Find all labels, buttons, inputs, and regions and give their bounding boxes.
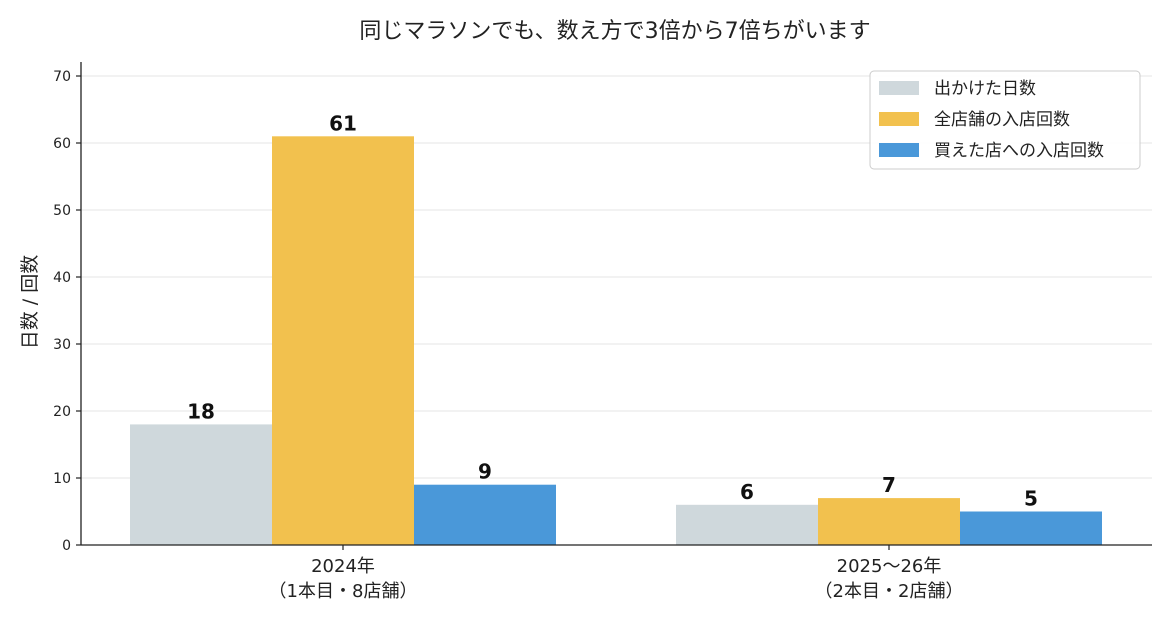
data-label: 18 (187, 399, 215, 423)
x-tick-label: （1本目・8店舗） (269, 581, 418, 602)
legend-swatch (879, 81, 919, 95)
y-ticks: 0 10 20 30 40 50 60 70 (53, 69, 81, 554)
y-tick-label: 10 (53, 471, 71, 487)
y-tick-label: 0 (62, 538, 71, 554)
legend-swatch (879, 143, 919, 157)
y-tick-label: 50 (53, 203, 71, 219)
y-axis-label: 日数 / 回数 (19, 255, 41, 349)
legend-swatch (879, 112, 919, 126)
data-label: 5 (1024, 487, 1038, 511)
x-tick-label: 2024年 (311, 556, 375, 577)
bars (130, 136, 1102, 546)
bar (414, 484, 556, 545)
bar (960, 511, 1102, 545)
legend-label: 買えた店への入店回数 (934, 141, 1104, 161)
data-labels: 18 61 9 6 7 5 (187, 111, 1038, 510)
x-tick-label: （2本目・2店舗） (815, 581, 964, 602)
legend-box (869, 70, 1141, 170)
bar (130, 424, 272, 545)
data-label: 61 (329, 111, 357, 135)
y-tick-label: 20 (53, 404, 71, 420)
bar (818, 498, 960, 545)
data-label: 7 (882, 473, 896, 497)
bar (676, 504, 818, 545)
y-tick-label: 30 (53, 337, 71, 353)
y-tick-label: 70 (53, 69, 71, 85)
data-label: 9 (478, 460, 492, 484)
legend-label: 出かけた日数 (934, 79, 1036, 99)
y-tick-label: 60 (53, 136, 71, 152)
legend-label: 全店舗の入店回数 (934, 110, 1070, 130)
y-tick-label: 40 (53, 270, 71, 286)
data-label: 6 (740, 480, 754, 504)
chart-title: 同じマラソンでも、数え方で3倍から7倍ちがいます (359, 19, 870, 44)
x-tick-label: 2025〜26年 (837, 556, 942, 577)
x-ticks: 2024年 （1本目・8店舗） 2025〜26年 （2本目・2店舗） (269, 545, 964, 602)
grid-lines (81, 75, 1152, 479)
bar (272, 136, 414, 546)
